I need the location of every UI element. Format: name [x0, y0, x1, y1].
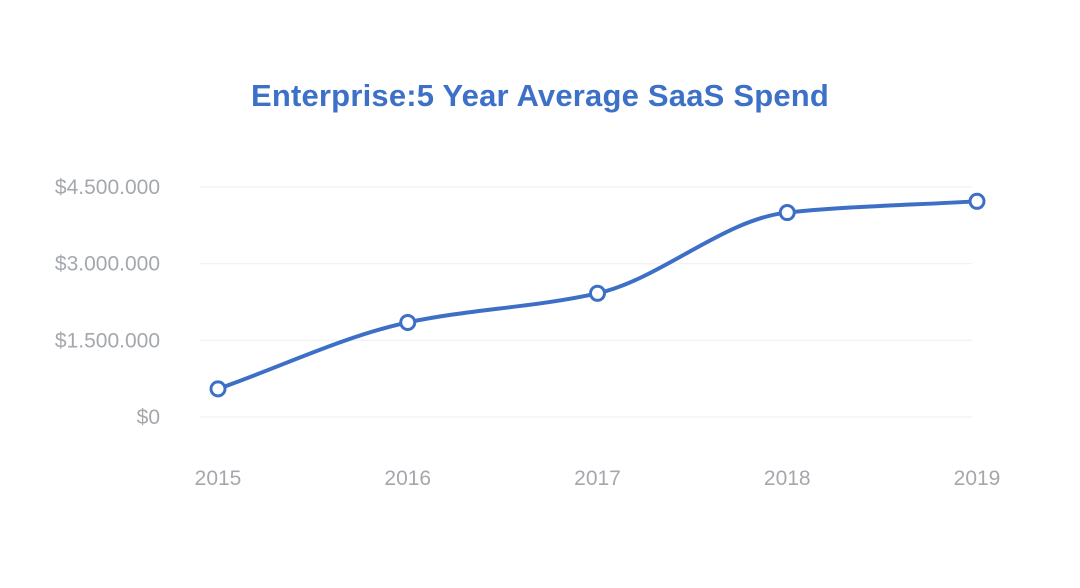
data-point-2018 — [778, 204, 796, 222]
data-point-2015 — [209, 380, 227, 398]
gridlines — [200, 186, 972, 418]
y-axis-ticks: $0 $1.500.000 $3.000.000 $4.500.000 — [55, 176, 160, 429]
chart-title: Enterprise:5 Year Average SaaS Spend — [250, 78, 830, 113]
data-point-2016 — [399, 313, 417, 331]
y-tick-label: $1.500.000 — [55, 329, 160, 352]
x-tick-label: 2019 — [954, 467, 1001, 490]
x-tick-label: 2016 — [384, 467, 431, 490]
data-point-2019 — [968, 192, 986, 210]
markers — [209, 192, 986, 398]
x-tick-label: 2015 — [195, 467, 242, 490]
y-tick-label: $4.500.000 — [55, 176, 160, 199]
x-axis-ticks: 2015 2016 2017 2018 2019 — [195, 467, 1001, 490]
y-tick-label: $0 — [137, 406, 160, 429]
data-point-2017 — [589, 284, 606, 302]
x-tick-label: 2018 — [764, 467, 811, 490]
y-tick-label: $3.000.000 — [55, 253, 160, 276]
x-tick-label: 2017 — [574, 467, 621, 490]
